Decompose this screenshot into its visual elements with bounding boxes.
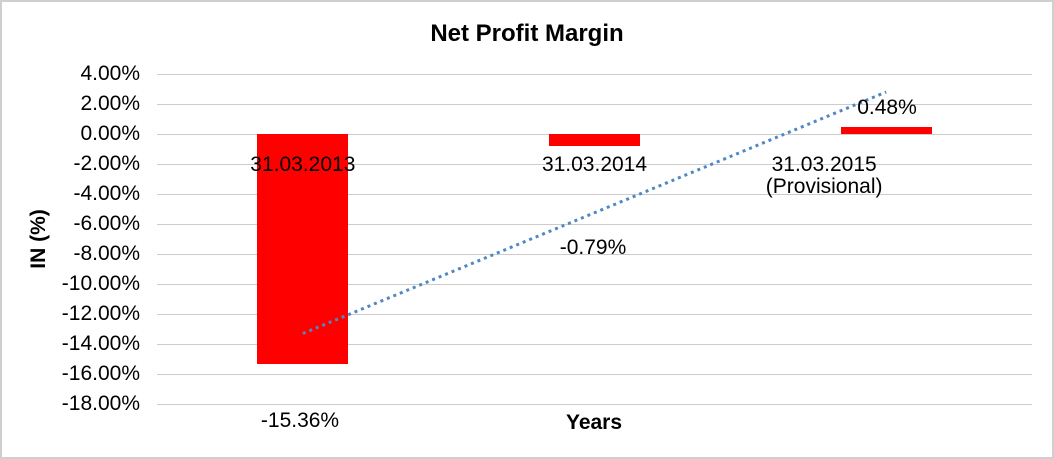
y-axis-tick-label: -10.00%	[61, 272, 140, 295]
gridline	[157, 344, 1032, 345]
y-axis-tick-label: -4.00%	[73, 182, 140, 205]
x-axis-title: Years	[565, 411, 623, 434]
y-axis-tick-label: 2.00%	[80, 92, 140, 115]
y-axis-tick-label: -18.00%	[61, 392, 140, 415]
chart-title: Net Profit Margin	[430, 20, 624, 47]
gridline	[157, 404, 1032, 405]
y-axis-tick-label: -16.00%	[61, 362, 140, 385]
y-axis-tick-label: -14.00%	[61, 332, 140, 355]
data-label-2: -0.79%	[559, 236, 627, 259]
y-axis-tick-label: -8.00%	[73, 242, 140, 265]
y-axis-tick-label: -2.00%	[73, 152, 140, 175]
bar-2	[549, 134, 640, 146]
category-label-1: 31.03.2013	[250, 153, 356, 176]
y-axis-tick-label: -6.00%	[73, 212, 140, 235]
category-label-2: 31.03.2014	[541, 153, 648, 176]
y-axis-tick-label: -12.00%	[61, 302, 140, 325]
trendline-path	[302, 90, 887, 335]
y-axis-tick-label: 4.00%	[80, 62, 140, 85]
bar-3	[840, 126, 932, 134]
data-label-3: 0.48%	[857, 96, 917, 119]
gridline	[157, 74, 1032, 75]
data-label-1: -15.36%	[260, 409, 340, 432]
y-axis-tick-label: 0.00%	[80, 122, 140, 145]
gridline	[157, 374, 1032, 375]
category-label-3: 31.03.2015 (Provisional)	[765, 153, 883, 198]
